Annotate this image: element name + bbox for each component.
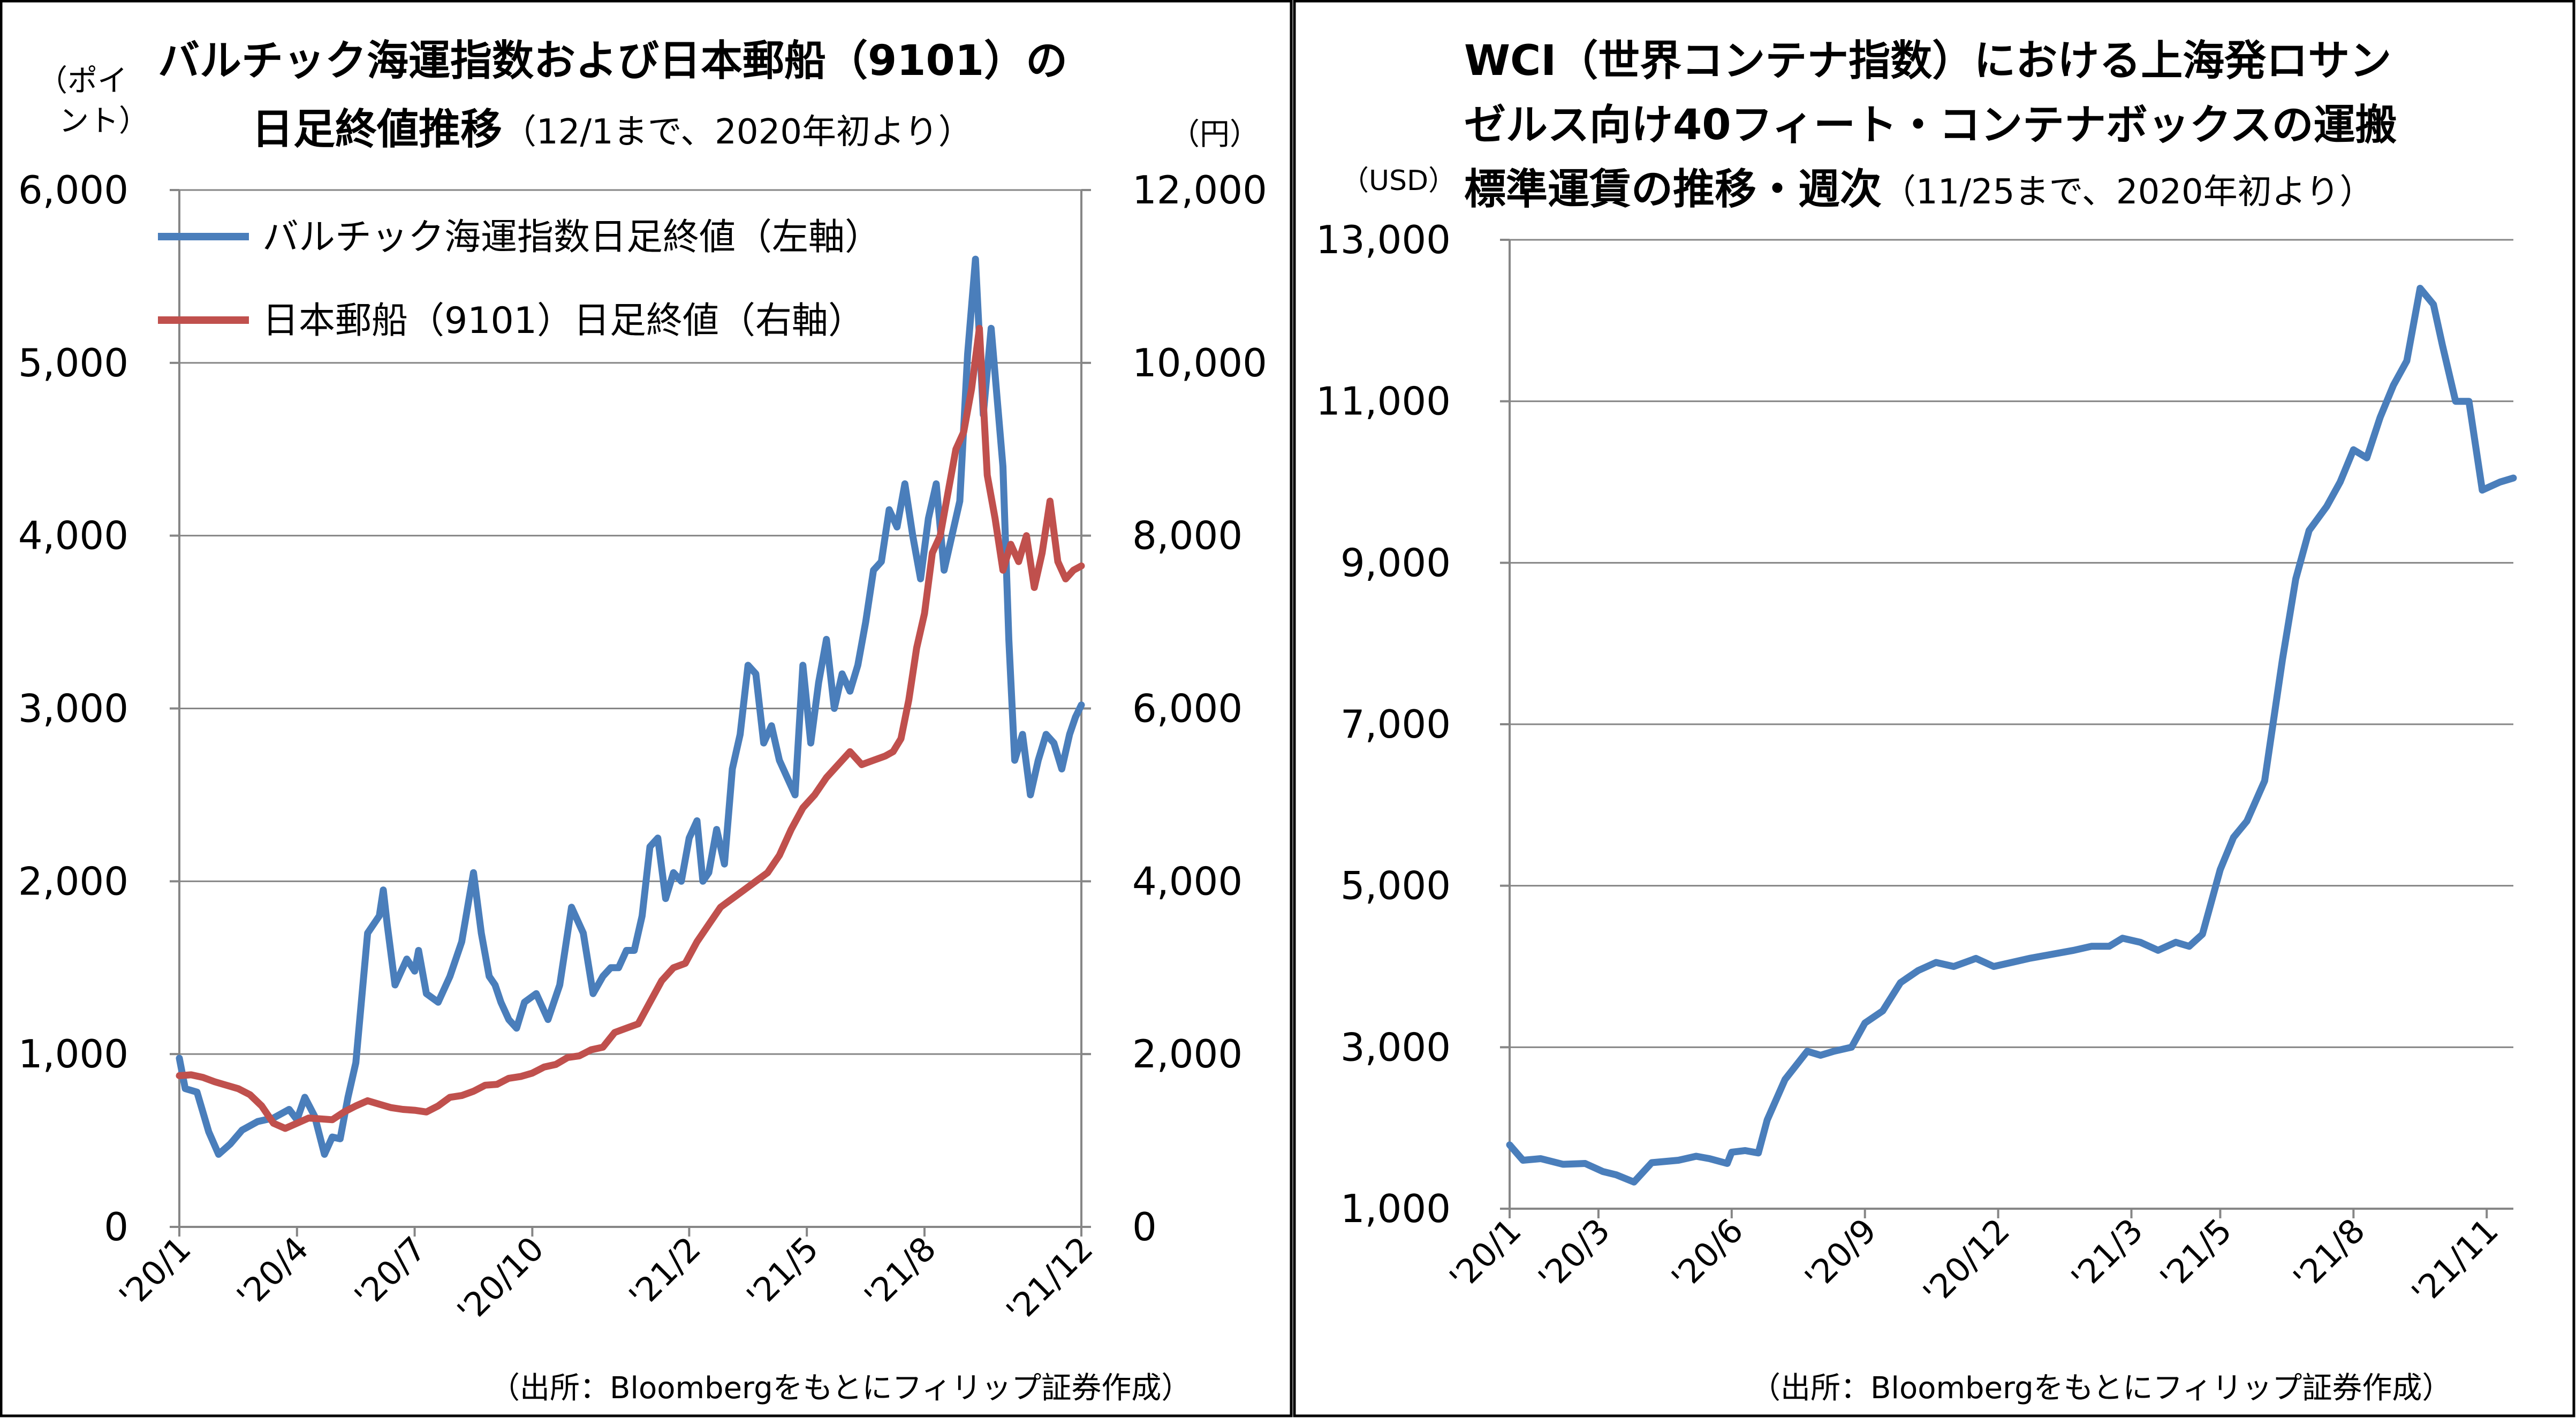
chart-2-y-axis-ticks: 1,000 3,000 5,000 7,000 9,000 11,000 13,000	[1316, 217, 1510, 1231]
chart-1-series	[176, 255, 1085, 1158]
chart-2-title-line1: WCI（世界コンテナ指数）における上海発ロサン	[1464, 37, 2391, 85]
chart-1-right-tick-label: 0	[1132, 1204, 1157, 1249]
chart-1-right-tick-label: 12,000	[1132, 168, 1267, 213]
chart-2-y-tick-label: 9,000	[1340, 540, 1451, 585]
chart-1-source: （出所：Bloombergをもとにフィリップ証券作成）	[490, 1371, 1191, 1406]
chart-1-right-tick-label: 10,000	[1132, 340, 1267, 385]
chart-1-left-tick-label: 0	[104, 1204, 128, 1249]
chart-2-unit: （USD）	[1341, 165, 1456, 197]
chart-1-left-tick-label: 3,000	[18, 686, 128, 731]
chart-2-series	[1506, 285, 2517, 1186]
chart-1-right-tick-label: 2,000	[1132, 1032, 1242, 1076]
chart-2-y-tick-label: 1,000	[1340, 1186, 1451, 1231]
wci-shanghai-la-line	[1506, 285, 2517, 1186]
nyk-line-series	[176, 324, 1085, 1132]
chart-1-left-tick-label: 6,000	[18, 168, 128, 213]
chart-1-subtitle-main: 日足終値推移	[252, 105, 502, 154]
chart-1-legend: バルチック海運指数日足終値（左軸） 日本郵船（9101）日足終値（右軸）	[158, 216, 881, 342]
chart-1-left-unit-line2: ント）	[59, 104, 149, 139]
chart-1-left-tick-label: 1,000	[18, 1032, 128, 1076]
chart-2-title-line2: ゼルス向け40フィート・コンテナボックスの運搬	[1464, 101, 2397, 149]
chart-1-subtitle: 日足終値推移（12/1まで、2020年初より）	[252, 105, 973, 154]
chart-1-subtitle-note: （12/1まで、2020年初より）	[502, 112, 973, 152]
chart-1-right-tick-label: 6,000	[1132, 686, 1242, 731]
chart-2-y-tick-label: 3,000	[1340, 1025, 1451, 1070]
chart-1-left-unit-line1: （ポイ	[37, 64, 127, 98]
chart-2: WCI（世界コンテナ指数）における上海発ロサン ゼルス向け40フィート・コンテナ…	[1293, 0, 2575, 1417]
legend-2-label: 日本郵船（9101）日足終値（右軸）	[262, 300, 865, 342]
chart-1-right-tick-label: 8,000	[1132, 513, 1242, 558]
chart-1-left-unit: （ポイ ント）	[37, 64, 149, 139]
chart-2-y-tick-label: 7,000	[1340, 702, 1451, 747]
chart-1-left-axis-ticks: 0 1,000 2,000 3,000 4,000 5,000 6,000	[18, 168, 179, 1249]
chart-1-left-tick-label: 2,000	[18, 859, 128, 904]
chart-1-title: バルチック海運指数および日本郵船（9101）の	[158, 37, 1067, 85]
chart-1-right-tick-label: 4,000	[1132, 859, 1242, 904]
chart-2-subtitle-note: （11/25まで、2020年初より）	[1882, 172, 2374, 212]
chart-2-subtitle-main: 標準運賃の推移・週次	[1464, 165, 1882, 214]
chart-2-frame	[1293, 0, 2575, 1417]
chart-1-right-axis-ticks: 0 2,000 4,000 6,000 8,000 10,000 12,000	[1081, 168, 1267, 1249]
chart-1-right-unit: （円）	[1170, 117, 1260, 152]
baltic-dry-index-line	[176, 255, 1085, 1158]
chart-1: バルチック海運指数および日本郵船（9101）の 日足終値推移（12/1まで、20…	[0, 0, 1293, 1417]
chart-2-subtitle: 標準運賃の推移・週次（11/25まで、2020年初より）	[1464, 165, 2374, 214]
chart-1-left-tick-label: 4,000	[18, 513, 128, 558]
chart-2-source: （出所：Bloombergをもとにフィリップ証券作成）	[1751, 1371, 2452, 1406]
chart-2-y-tick-label: 11,000	[1316, 379, 1451, 424]
chart-2-y-tick-label: 5,000	[1340, 863, 1451, 908]
chart-2-y-tick-label: 13,000	[1316, 217, 1451, 262]
chart-1-left-tick-label: 5,000	[18, 340, 128, 385]
legend-1-label: バルチック海運指数日足終値（左軸）	[262, 216, 881, 259]
